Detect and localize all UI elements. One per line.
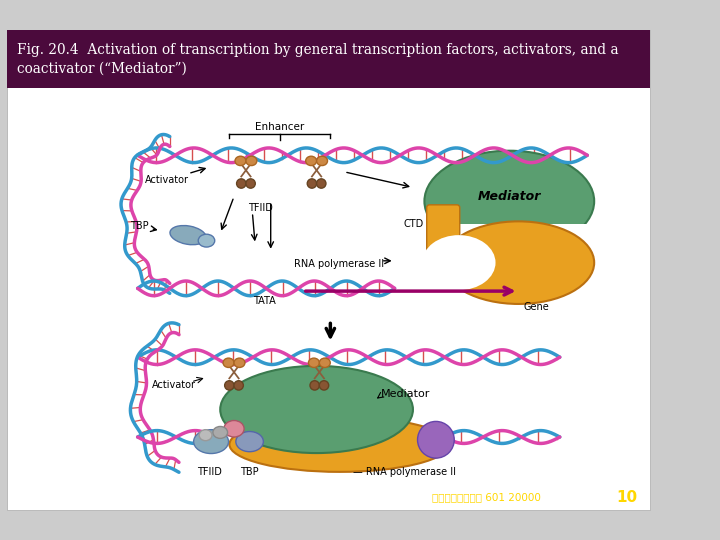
Ellipse shape: [224, 421, 244, 437]
Ellipse shape: [317, 179, 326, 188]
Text: Mediator: Mediator: [381, 389, 431, 399]
Ellipse shape: [199, 430, 212, 441]
Text: RNA polymerase II: RNA polymerase II: [294, 259, 384, 268]
Bar: [7, 30, 649, 89]
Text: Fig. 20.4  Activation of transcription by general transcription factors, activat: Fig. 20.4 Activation of transcription by…: [17, 43, 618, 57]
Ellipse shape: [236, 431, 264, 451]
Ellipse shape: [443, 221, 594, 304]
Text: — RNA polymerase II: — RNA polymerase II: [354, 467, 456, 477]
Text: TBP: TBP: [240, 467, 259, 477]
FancyBboxPatch shape: [427, 205, 460, 256]
Ellipse shape: [306, 156, 317, 166]
Text: 台大生化院透傳學 601 20000: 台大生化院透傳學 601 20000: [432, 492, 541, 503]
Ellipse shape: [320, 381, 329, 390]
Circle shape: [418, 421, 454, 458]
Text: TATA: TATA: [253, 296, 276, 306]
Ellipse shape: [235, 156, 246, 166]
Ellipse shape: [223, 358, 234, 367]
Text: coactivator (“Mediator”): coactivator (“Mediator”): [17, 62, 186, 76]
Ellipse shape: [237, 179, 246, 188]
Text: Activator: Activator: [153, 380, 197, 390]
Text: Activator: Activator: [145, 175, 189, 185]
Ellipse shape: [220, 366, 413, 453]
Text: CTD: CTD: [404, 219, 424, 229]
Text: Gene: Gene: [523, 302, 549, 312]
Ellipse shape: [320, 358, 330, 367]
Ellipse shape: [230, 417, 450, 472]
Ellipse shape: [246, 156, 257, 166]
Text: TFIID: TFIID: [197, 467, 222, 477]
Ellipse shape: [424, 151, 594, 252]
Bar: [431, 224, 592, 256]
Ellipse shape: [308, 358, 320, 367]
Text: Mediator: Mediator: [477, 190, 541, 203]
Text: 10: 10: [616, 490, 638, 505]
Text: TBP: TBP: [130, 221, 148, 231]
Text: Enhancer: Enhancer: [256, 123, 305, 132]
Ellipse shape: [234, 358, 245, 367]
Ellipse shape: [246, 179, 256, 188]
Ellipse shape: [310, 381, 320, 390]
Ellipse shape: [307, 179, 317, 188]
Ellipse shape: [225, 381, 234, 390]
Text: TFIID: TFIID: [248, 202, 273, 213]
Ellipse shape: [422, 235, 495, 290]
Ellipse shape: [213, 427, 228, 438]
Ellipse shape: [194, 430, 228, 454]
Ellipse shape: [234, 381, 243, 390]
Ellipse shape: [317, 156, 328, 166]
Ellipse shape: [198, 234, 215, 247]
Ellipse shape: [170, 226, 206, 245]
